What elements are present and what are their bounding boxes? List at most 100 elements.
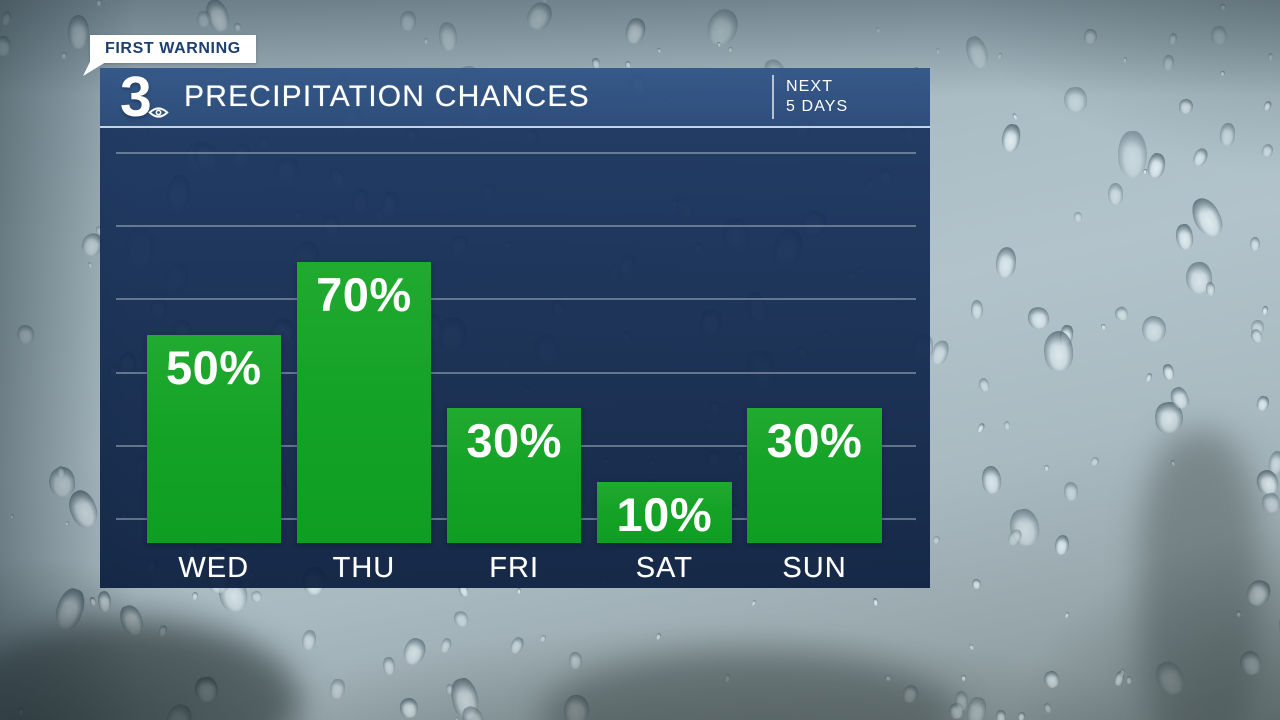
rain-drop — [1219, 71, 1225, 77]
rain-drop — [423, 37, 429, 44]
bar-value-label: 30% — [466, 414, 562, 468]
timeframe-label: NEXT 5 DAYS — [786, 77, 848, 117]
rain-drop — [329, 677, 347, 700]
rain-drop — [191, 591, 199, 601]
rain-drop — [1017, 711, 1026, 720]
rain-drop — [654, 631, 662, 641]
bar-value-label: 10% — [616, 487, 713, 541]
day-label-wed: WED — [178, 552, 250, 584]
bar-sun: 30% — [747, 408, 882, 543]
bar-chart-panel: 50% WED 70% THU 30% FRI 10% SAT 30% SUN — [100, 128, 930, 588]
rain-drop — [1113, 670, 1126, 687]
rain-drop — [1261, 305, 1269, 316]
rain-drop — [1173, 222, 1195, 252]
rain-drop — [995, 709, 1007, 720]
rain-drop — [1064, 611, 1070, 619]
bar-value-label: 70% — [316, 267, 412, 321]
rain-drop — [1000, 122, 1023, 154]
rain-drop — [1219, 3, 1226, 11]
cbs-eye-icon — [148, 107, 169, 118]
rain-drop — [1082, 27, 1099, 45]
rain-drop — [438, 636, 453, 655]
bar-wed: 50% — [146, 335, 281, 543]
rain-drop — [1267, 52, 1274, 62]
rain-drop — [1267, 449, 1280, 475]
rain-drop — [1186, 193, 1228, 242]
rain-drop — [1178, 98, 1195, 116]
rain-drop — [451, 609, 470, 629]
rain-drop — [1250, 320, 1265, 336]
rain-drop — [994, 245, 1018, 279]
rain-drop — [997, 52, 1004, 59]
rain-drop — [1063, 86, 1088, 113]
rain-drop — [1255, 394, 1271, 412]
rain-drop — [59, 51, 67, 60]
rain-drop — [1043, 465, 1049, 471]
rain-drop — [1253, 467, 1280, 498]
rain-drop — [163, 701, 196, 720]
first-warning-label: FIRST WARNING — [105, 40, 241, 57]
day-label-fri: FRI — [489, 552, 539, 584]
station-number: 3 — [120, 65, 152, 129]
rain-drop — [900, 683, 921, 705]
rain-drop — [300, 628, 317, 651]
rain-drop — [1153, 401, 1185, 435]
rain-drop — [727, 47, 734, 53]
rain-drop — [1125, 675, 1132, 684]
gridline — [116, 152, 916, 154]
rain-drop — [157, 624, 168, 638]
rain-drop — [447, 675, 483, 720]
rain-drop — [1042, 329, 1075, 373]
day-label-thu: THU — [332, 552, 396, 584]
rain-drop — [1053, 533, 1071, 556]
rain-drop — [96, 0, 103, 7]
rain-drop — [1025, 304, 1052, 332]
rain-drop — [67, 14, 89, 49]
rain-drop — [623, 15, 649, 46]
rain-drop — [1259, 491, 1280, 516]
rain-drop — [1119, 668, 1125, 676]
rain-drop — [437, 20, 459, 52]
rain-drop — [193, 675, 221, 703]
station-3-logo: 3 — [120, 69, 180, 126]
rain-drop — [1089, 455, 1101, 467]
rain-drop — [1117, 130, 1149, 179]
rain-drop — [976, 422, 987, 434]
rain-drop — [1073, 211, 1083, 223]
rain-drop — [1243, 576, 1275, 610]
rain-drop — [965, 696, 989, 720]
rain-drop — [51, 585, 89, 634]
bar-fri: 30% — [446, 408, 582, 543]
rain-drop — [980, 464, 1003, 495]
rain-drop — [508, 634, 527, 656]
rain-drop — [968, 643, 976, 652]
rain-drop — [1170, 459, 1176, 467]
rain-drop — [568, 651, 582, 669]
rain-drop — [1151, 657, 1190, 699]
rain-drop — [1167, 32, 1178, 46]
rain-drop — [0, 9, 13, 26]
rain-drop — [1235, 610, 1242, 618]
gridline — [116, 371, 916, 374]
rain-drop — [1237, 648, 1265, 678]
gridline — [116, 298, 916, 301]
day-label-sun: SUN — [782, 552, 847, 584]
rain-drop — [86, 261, 93, 268]
rain-drop — [623, 59, 632, 69]
rain-drop — [1011, 112, 1019, 121]
rain-drop — [1205, 281, 1215, 296]
rain-drop — [446, 683, 455, 695]
rain-drop — [1141, 315, 1167, 342]
rain-drop — [16, 706, 24, 717]
rain-drop — [103, 0, 110, 2]
gridline — [116, 225, 916, 228]
rain-drop — [116, 602, 147, 639]
rain-drop — [1003, 420, 1012, 431]
rain-drop — [64, 520, 70, 527]
rain-drop — [1161, 362, 1176, 381]
rain-drop — [1063, 481, 1079, 501]
rain-drop — [399, 10, 417, 32]
timeframe-line1: NEXT — [786, 78, 834, 95]
rain-drop — [56, 465, 66, 478]
bar-thu: 70% — [296, 261, 432, 543]
